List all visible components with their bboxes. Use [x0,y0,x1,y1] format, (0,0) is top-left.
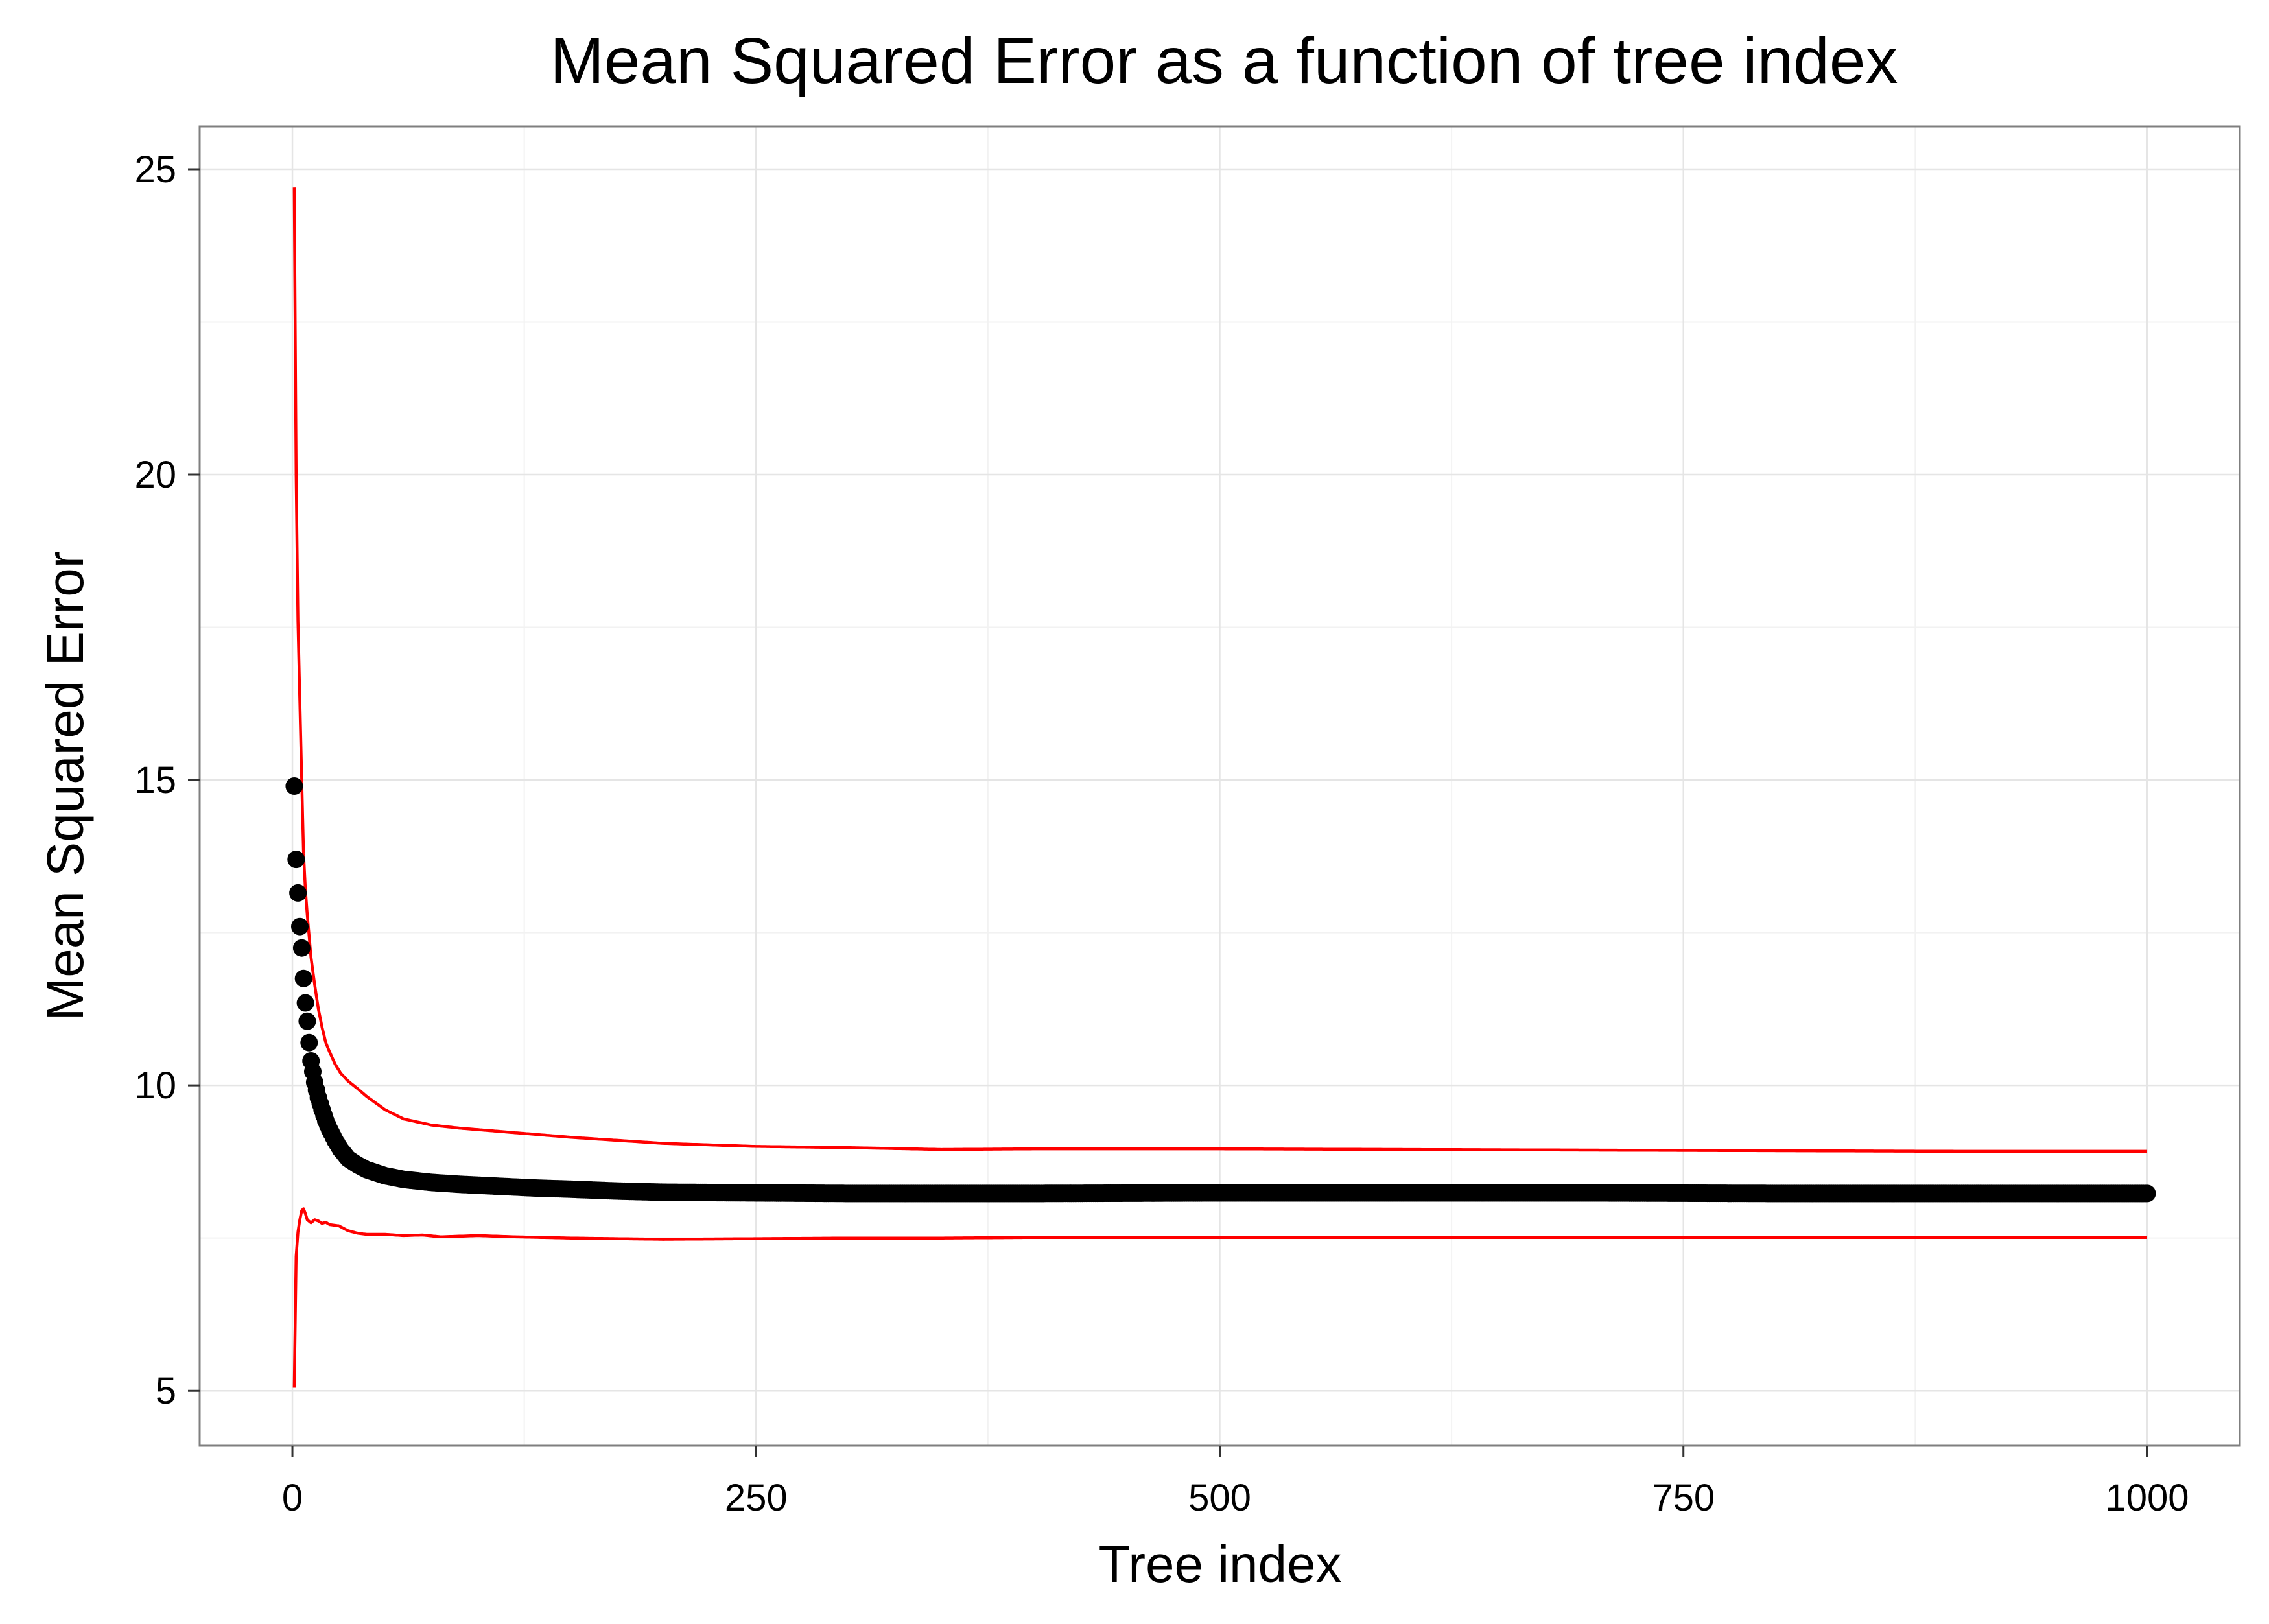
y-tick-label: 20 [134,454,176,496]
y-tick-label: 25 [134,148,176,191]
axis-ticks: 0 250 500 750 1000 5 10 15 20 25 [134,148,2189,1519]
mse-point [298,1012,316,1030]
mse-point [292,939,311,957]
x-tick-label: 500 [1188,1477,1251,1519]
y-tick-label: 10 [134,1065,176,1107]
chart-title: Mean Squared Error as a function of tree… [550,25,1898,97]
x-tick-label: 0 [282,1477,303,1519]
x-tick-label: 250 [725,1477,788,1519]
mse-point [300,1033,318,1052]
lower-band-line [292,1207,2147,1388]
y-tick-label: 15 [134,759,176,801]
grid-lines [200,126,2240,1446]
y-axis-title: Mean Squared Error [36,551,94,1021]
mse-point [291,917,309,936]
mse-point [2138,1184,2156,1203]
mse-point [289,884,307,902]
x-tick-label: 750 [1652,1477,1715,1519]
mse-points [285,777,2156,1203]
mse-point [294,969,312,987]
x-axis-title: Tree index [1099,1535,1342,1593]
x-tick-label: 1000 [2105,1477,2189,1519]
mse-point [296,994,314,1012]
mse-point [285,777,303,795]
y-tick-label: 5 [156,1370,176,1412]
mse-point [287,851,305,869]
data-series [285,187,2156,1388]
upper-band-line [292,187,2147,1153]
